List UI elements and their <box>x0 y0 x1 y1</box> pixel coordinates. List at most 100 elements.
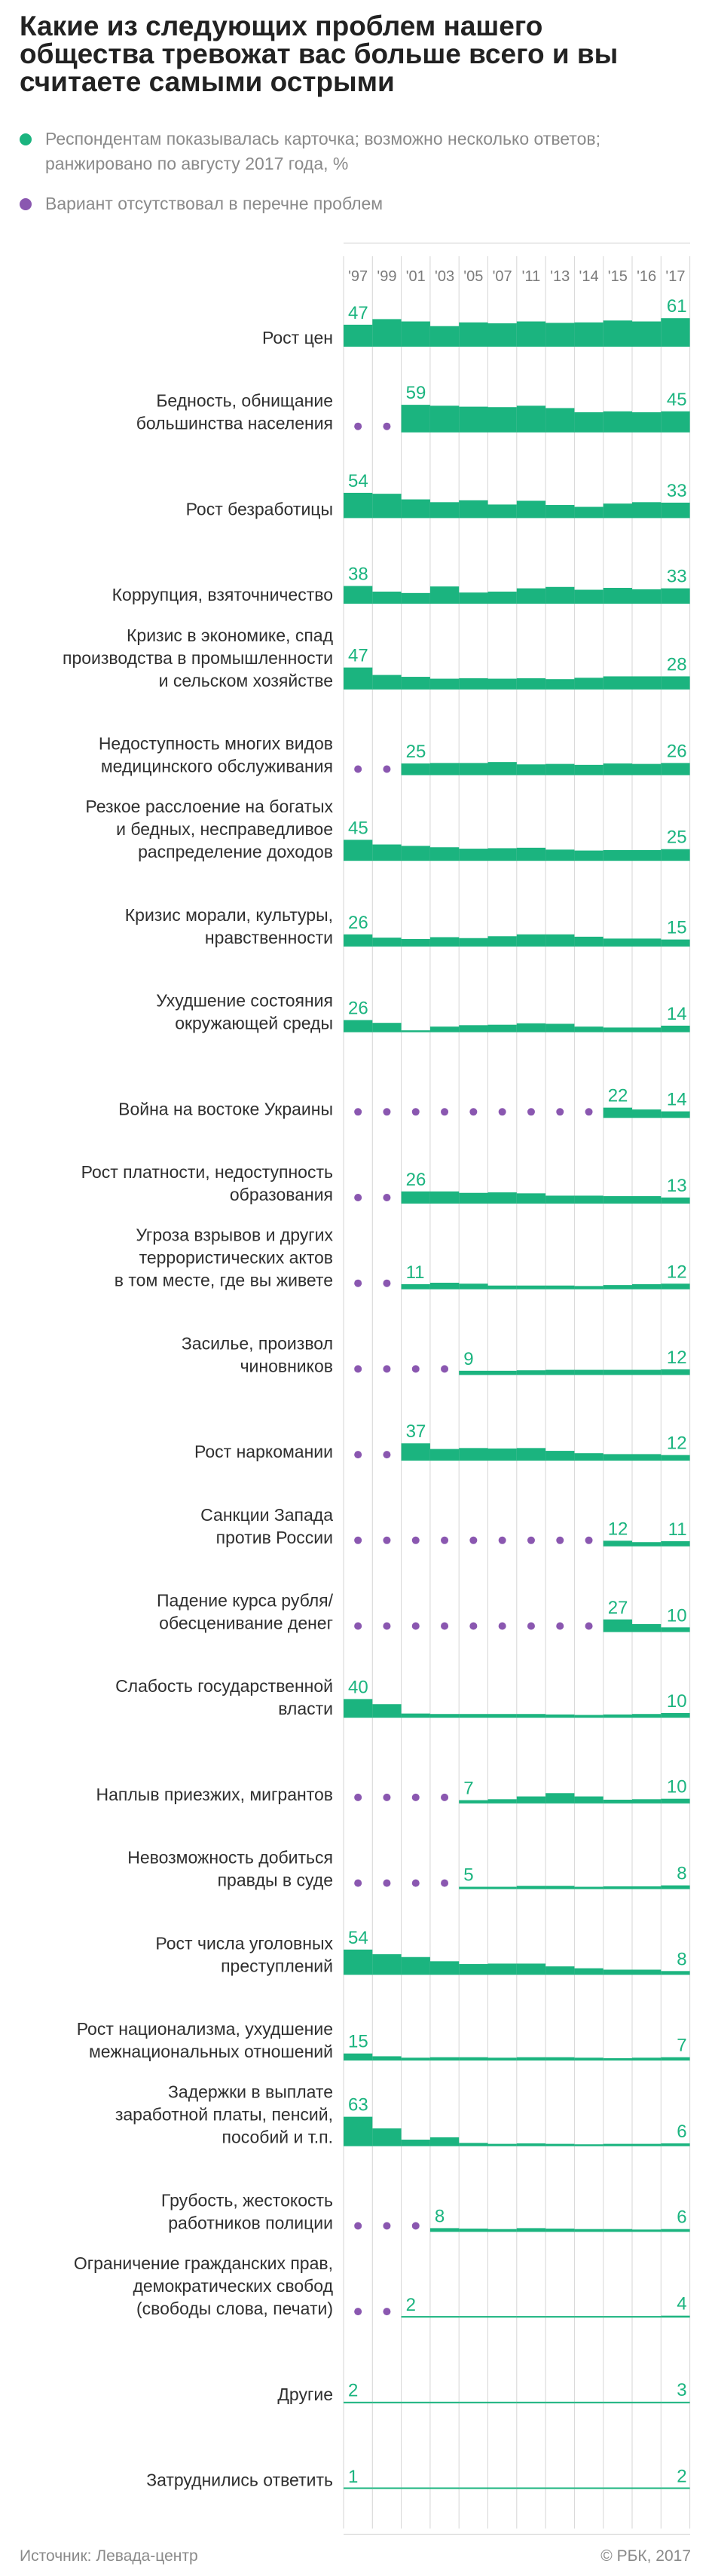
data-label-first: 8 <box>435 2206 445 2226</box>
bar <box>632 1799 662 1804</box>
bar <box>603 588 632 604</box>
bar <box>632 2487 662 2489</box>
bar <box>459 849 488 861</box>
absent-dot <box>556 1622 564 1630</box>
bar <box>459 1448 488 1461</box>
data-label-first: 38 <box>348 564 368 585</box>
legend-shown-text: Респондентам показывалась карточка; возм… <box>45 129 600 173</box>
row-label: против России <box>216 1528 333 1547</box>
bar <box>459 678 488 690</box>
bar <box>487 2316 517 2318</box>
absent-dot <box>441 1793 449 1801</box>
bar <box>545 2316 575 2318</box>
absent-dot <box>354 1536 362 1544</box>
bar <box>487 407 517 433</box>
bar <box>344 1020 373 1033</box>
bar <box>545 2401 575 2403</box>
data-label-last: 12 <box>667 1433 687 1454</box>
absent-dot <box>354 2308 362 2316</box>
bar <box>603 763 632 776</box>
row-label: Засилье, произвол <box>182 1333 333 1353</box>
bar <box>372 938 402 947</box>
bar <box>372 844 402 861</box>
absent-dot <box>383 1194 391 1201</box>
data-label-last: 33 <box>667 567 687 587</box>
bar <box>516 588 546 604</box>
absent-dot <box>527 1536 535 1544</box>
absent-dot <box>411 1879 420 1887</box>
bar <box>603 1027 632 1033</box>
bar <box>545 2057 575 2060</box>
bar <box>574 2316 604 2318</box>
row-label: Рост национализма, ухудшение <box>77 2019 333 2039</box>
bar <box>574 2057 604 2060</box>
bar <box>603 1540 632 1547</box>
bar <box>487 1285 517 1290</box>
absent-dot <box>441 1108 449 1116</box>
row-label: окружающей среды <box>175 1014 333 1033</box>
absent-dot <box>411 1365 420 1373</box>
data-label-last: 3 <box>677 2380 686 2400</box>
bar <box>545 1714 575 1718</box>
bar <box>487 1192 517 1204</box>
bar <box>545 505 575 519</box>
bar <box>401 2140 430 2146</box>
bar <box>516 1963 546 1975</box>
bar <box>661 588 690 604</box>
bar <box>459 2229 488 2232</box>
row-label: производства в промышленности <box>63 648 333 668</box>
bar <box>632 321 662 347</box>
bar <box>487 504 517 519</box>
bar <box>344 1949 373 1975</box>
row-label: образования <box>230 1185 333 1204</box>
bar <box>429 2316 460 2318</box>
data-label-first: 37 <box>406 1421 426 1442</box>
bar <box>459 406 488 433</box>
bar <box>661 1025 690 1033</box>
absent-dot <box>469 1622 478 1630</box>
bar <box>459 1025 488 1033</box>
bar <box>429 2057 460 2060</box>
data-label-last: 2 <box>677 2466 686 2486</box>
bar <box>661 1540 690 1547</box>
bar <box>603 1886 632 1889</box>
absent-dot <box>411 1536 420 1544</box>
bar <box>372 1704 402 1718</box>
row-label: межнациональных отношений <box>89 2042 333 2061</box>
bar <box>487 1799 517 1804</box>
data-label-first: 26 <box>348 913 368 933</box>
bar <box>574 412 604 433</box>
bar <box>574 2487 604 2489</box>
bar <box>603 1196 632 1204</box>
bar <box>459 2487 488 2489</box>
legend-item-absent: Вариант отсутствовал в перечне проблем <box>20 191 690 216</box>
row-label: Резкое расслоение на богатых <box>85 797 333 816</box>
absent-dot <box>556 1536 564 1544</box>
bar <box>661 1111 690 1118</box>
bar <box>545 763 575 776</box>
bar <box>516 1370 546 1375</box>
bar <box>401 2316 430 2318</box>
bar <box>574 1796 604 1804</box>
bar <box>459 500 488 519</box>
bar <box>574 1195 604 1204</box>
data-label-first: 27 <box>608 1598 628 1618</box>
bar <box>632 1027 662 1033</box>
bar <box>401 938 430 947</box>
bar <box>429 2137 460 2146</box>
bar <box>661 1627 690 1632</box>
bar <box>429 1961 460 1975</box>
data-label-last: 61 <box>667 296 687 317</box>
bar <box>545 2229 575 2232</box>
data-label-first: 1 <box>348 2467 358 2487</box>
bar <box>401 677 430 690</box>
absent-dot <box>441 1365 449 1373</box>
row-label: демократических свобод <box>133 2276 333 2296</box>
bar <box>487 848 517 861</box>
absent-dot <box>441 1536 449 1544</box>
row-label: нравственности <box>205 928 333 947</box>
row-label: Наплыв приезжих, мигрантов <box>96 1785 333 1804</box>
year-tick-label: '99 <box>377 268 396 285</box>
absent-dot <box>585 1622 593 1630</box>
bar <box>603 2316 632 2318</box>
